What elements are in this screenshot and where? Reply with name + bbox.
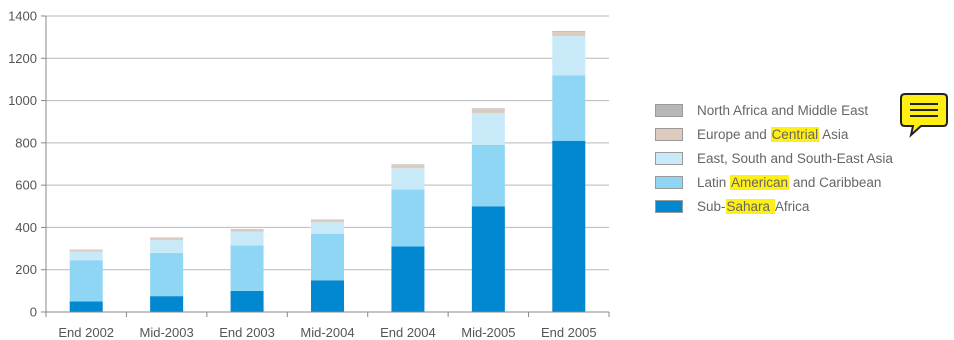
bar-segment bbox=[471, 113, 505, 145]
x-tick-label: Mid-2005 bbox=[461, 325, 515, 340]
bar-segment bbox=[230, 229, 264, 232]
legend: North Africa and Middle East Europe and … bbox=[655, 98, 893, 218]
comment-note-icon[interactable] bbox=[899, 92, 949, 138]
legend-label: North Africa and Middle East bbox=[697, 102, 869, 118]
legend-item-europe: Europe and Centrial Asia bbox=[655, 122, 893, 146]
bar-segment bbox=[391, 246, 425, 312]
gridlines bbox=[46, 15, 609, 271]
legend-item-latin-america: Latin American and Caribbean bbox=[655, 170, 893, 194]
y-tick-label: 800 bbox=[15, 135, 37, 150]
bars bbox=[69, 31, 586, 312]
y-tick-label: 400 bbox=[15, 220, 37, 235]
bar-segment bbox=[69, 251, 103, 261]
y-tick-label: 1000 bbox=[8, 93, 37, 108]
bar-segment bbox=[391, 164, 425, 166]
bar-segment bbox=[471, 206, 505, 312]
x-tick-label: End 2003 bbox=[219, 325, 275, 340]
y-tick-label: 1400 bbox=[8, 9, 37, 24]
bar-segment bbox=[552, 36, 586, 76]
bar-segment bbox=[552, 31, 586, 37]
legend-label: Latin American and Caribbean bbox=[697, 174, 882, 190]
legend-label: East, South and South-East Asia bbox=[697, 150, 893, 166]
bar-segment bbox=[150, 238, 184, 241]
bar-segment bbox=[230, 231, 264, 246]
legend-label: Sub-Sahara Africa bbox=[697, 198, 810, 214]
bar-segment bbox=[471, 144, 505, 207]
legend-swatch bbox=[655, 151, 683, 165]
bar-segment bbox=[471, 108, 505, 110]
bar-segment bbox=[69, 260, 103, 302]
bar-segment bbox=[552, 31, 586, 32]
y-tick-label: 0 bbox=[30, 305, 37, 320]
bar-segment bbox=[311, 220, 344, 223]
bar-segment bbox=[150, 240, 184, 253]
legend-item-sub-sahara: Sub-Sahara Africa bbox=[655, 194, 893, 218]
legend-swatch bbox=[655, 103, 683, 117]
bar-segment bbox=[311, 233, 344, 281]
stacked-bar-chart: 0 200 400 600 800 1000 1200 1400 End 2002 Mid-200… bbox=[8, 9, 610, 340]
bar-segment bbox=[230, 290, 264, 312]
bar-segment bbox=[150, 296, 184, 312]
bar-segment bbox=[311, 222, 344, 234]
bar-segment bbox=[230, 245, 264, 291]
y-tick-label: 200 bbox=[15, 262, 37, 277]
bar-segment bbox=[552, 140, 586, 312]
bar-segment bbox=[69, 250, 103, 252]
highlight: Centrial bbox=[770, 126, 820, 142]
legend-item-north-africa: North Africa and Middle East bbox=[655, 98, 893, 122]
bar-segment bbox=[391, 189, 425, 247]
highlight: American bbox=[730, 174, 790, 190]
bar-segment bbox=[69, 301, 103, 312]
x-tick-label: Mid-2004 bbox=[300, 325, 354, 340]
legend-swatch bbox=[655, 127, 683, 141]
bar-segment bbox=[391, 165, 425, 169]
x-tick-label: End 2004 bbox=[380, 325, 436, 340]
axes: 0 200 400 600 800 1000 1200 1400 End 2002 Mid-200… bbox=[8, 9, 610, 340]
x-tick-label: Mid-2003 bbox=[140, 325, 194, 340]
bar-segment bbox=[150, 252, 184, 297]
bar-segment bbox=[552, 75, 586, 141]
legend-item-asia: East, South and South-East Asia bbox=[655, 146, 893, 170]
legend-swatch bbox=[655, 199, 683, 213]
x-tick-label: End 2002 bbox=[58, 325, 114, 340]
legend-swatch bbox=[655, 175, 683, 189]
bar-segment bbox=[471, 109, 505, 114]
legend-label: Europe and Centrial Asia bbox=[697, 126, 849, 142]
y-tick-label: 1200 bbox=[8, 51, 37, 66]
y-tick-label: 600 bbox=[15, 178, 37, 193]
highlight: Sahara bbox=[725, 198, 775, 214]
bar-segment bbox=[311, 280, 344, 312]
x-tick-label: End 2005 bbox=[541, 325, 597, 340]
bar-segment bbox=[391, 168, 425, 190]
